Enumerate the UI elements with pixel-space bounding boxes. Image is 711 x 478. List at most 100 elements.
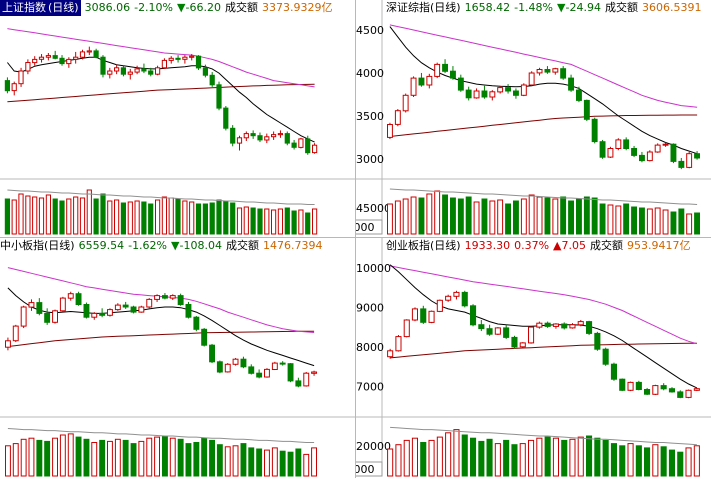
candle bbox=[560, 66, 567, 80]
amount-value: 953.9417亿 bbox=[627, 239, 691, 252]
candle bbox=[4, 77, 10, 94]
candle-body bbox=[387, 350, 394, 358]
candle-body bbox=[544, 322, 551, 327]
amount-value: 3606.5391 bbox=[641, 1, 702, 14]
volume-bar bbox=[461, 434, 468, 477]
candle bbox=[232, 357, 239, 366]
candle bbox=[11, 81, 17, 96]
volume-bar bbox=[240, 443, 247, 477]
candle-body bbox=[107, 309, 113, 316]
candle bbox=[264, 368, 270, 378]
candle bbox=[195, 55, 202, 70]
candle bbox=[544, 321, 551, 328]
candle-body bbox=[177, 295, 184, 305]
volume-bar bbox=[79, 197, 86, 235]
candle bbox=[693, 387, 700, 392]
candle bbox=[240, 356, 247, 369]
close-value: 6559.54 bbox=[78, 239, 125, 252]
volume-bar bbox=[528, 194, 535, 235]
candle bbox=[162, 293, 168, 300]
candle-body bbox=[130, 306, 137, 313]
ma-line-short bbox=[389, 26, 698, 155]
candle bbox=[305, 135, 311, 155]
volume-bar bbox=[519, 443, 526, 477]
volume-bar bbox=[544, 197, 551, 235]
volume-bar bbox=[536, 437, 543, 477]
candle bbox=[568, 74, 575, 92]
volume-unit-frame bbox=[356, 461, 383, 477]
panel-shanghai-composite[interactable]: 上证指数 (日线) 3086.06 -2.10% ▼-66.20 成交额 3373.9329… bbox=[0, 0, 355, 237]
volume-bar bbox=[36, 439, 43, 477]
volume-bar bbox=[114, 438, 121, 477]
candle bbox=[38, 54, 45, 63]
candle-body bbox=[12, 325, 19, 342]
candle bbox=[44, 308, 51, 325]
candle-body bbox=[473, 90, 480, 99]
index-name: 创业板指 bbox=[386, 239, 430, 252]
candle bbox=[660, 383, 667, 391]
candle-body bbox=[291, 142, 297, 148]
candle-body bbox=[552, 68, 559, 73]
pct-change: -1.48% bbox=[514, 1, 554, 14]
candle-body bbox=[568, 77, 575, 91]
candle-body bbox=[635, 381, 642, 390]
candle bbox=[387, 348, 394, 359]
candle bbox=[387, 122, 393, 140]
panel-header: 上证指数 (日线) 3086.06 -2.10% ▼-66.20 成交额 3373.9329… bbox=[0, 0, 332, 16]
candle-body bbox=[685, 389, 692, 398]
volume-unit-frame bbox=[356, 219, 383, 235]
panel-sme-board[interactable]: 中小板指(日线) 6559.54 -1.62% ▼-108.04 成交额 1476.739… bbox=[0, 238, 355, 478]
price-tick-label: 3500 bbox=[356, 110, 384, 123]
candle-body bbox=[45, 55, 51, 58]
candle-body bbox=[93, 50, 99, 58]
volume-bar bbox=[83, 438, 90, 477]
candle-body bbox=[138, 306, 145, 313]
volume-tick-label: 45000 bbox=[356, 202, 391, 215]
candlestick-chart[interactable]: 10000 9000 8000 7000 20000 X1000 bbox=[356, 238, 711, 478]
price-tick-label: 10000 bbox=[356, 262, 391, 275]
change-arrow: ▼ bbox=[557, 1, 566, 14]
candle bbox=[453, 290, 460, 300]
candle bbox=[639, 151, 645, 163]
candle bbox=[631, 145, 638, 158]
volume-bar bbox=[305, 212, 311, 235]
change-arrow: ▼ bbox=[171, 239, 180, 252]
panel-shenzhen-composite[interactable]: 深证综指(日线) 1658.42 -1.48% ▼-24.94 成交额 3606.5391… bbox=[356, 0, 711, 237]
panel-chinext[interactable]: 创业板指(日线) 1933.30 0.37% ▲7.05 成交额 953.9417亿 10… bbox=[356, 238, 711, 478]
volume-bar bbox=[18, 193, 24, 235]
candle-body bbox=[418, 77, 425, 86]
candle-body bbox=[644, 389, 651, 395]
candle bbox=[52, 309, 58, 324]
volume-bar bbox=[403, 439, 410, 477]
volume-bar bbox=[298, 209, 304, 235]
volume-bar bbox=[662, 209, 669, 235]
volume-bar bbox=[395, 444, 402, 477]
volume-bar bbox=[4, 198, 10, 235]
candlestick-chart[interactable] bbox=[0, 0, 355, 237]
candlestick-chart[interactable]: 4500 4000 3500 3000 45000 X1000 bbox=[356, 0, 711, 237]
candle bbox=[473, 88, 480, 99]
volume-bar bbox=[577, 436, 584, 477]
ma-line-long bbox=[389, 114, 698, 137]
candle bbox=[161, 58, 168, 69]
candle-body bbox=[387, 124, 393, 138]
candle-body bbox=[511, 336, 518, 348]
candle bbox=[169, 294, 176, 301]
candle-body bbox=[599, 141, 606, 158]
candle-body bbox=[79, 51, 86, 58]
volume-bar bbox=[168, 197, 174, 235]
volume-bar bbox=[644, 447, 651, 477]
candle bbox=[182, 55, 188, 64]
candle-body bbox=[450, 70, 456, 79]
volume-bar bbox=[646, 208, 653, 235]
candle-body bbox=[457, 77, 464, 91]
candlestick-chart[interactable] bbox=[0, 238, 355, 478]
volume-bar bbox=[250, 207, 256, 235]
candle bbox=[627, 381, 634, 392]
volume-bar bbox=[693, 445, 700, 477]
volume-bar bbox=[236, 207, 243, 235]
candle-body bbox=[654, 144, 661, 153]
candle-body bbox=[461, 291, 468, 307]
volume-bar bbox=[513, 200, 519, 235]
volume-bar bbox=[478, 440, 485, 477]
